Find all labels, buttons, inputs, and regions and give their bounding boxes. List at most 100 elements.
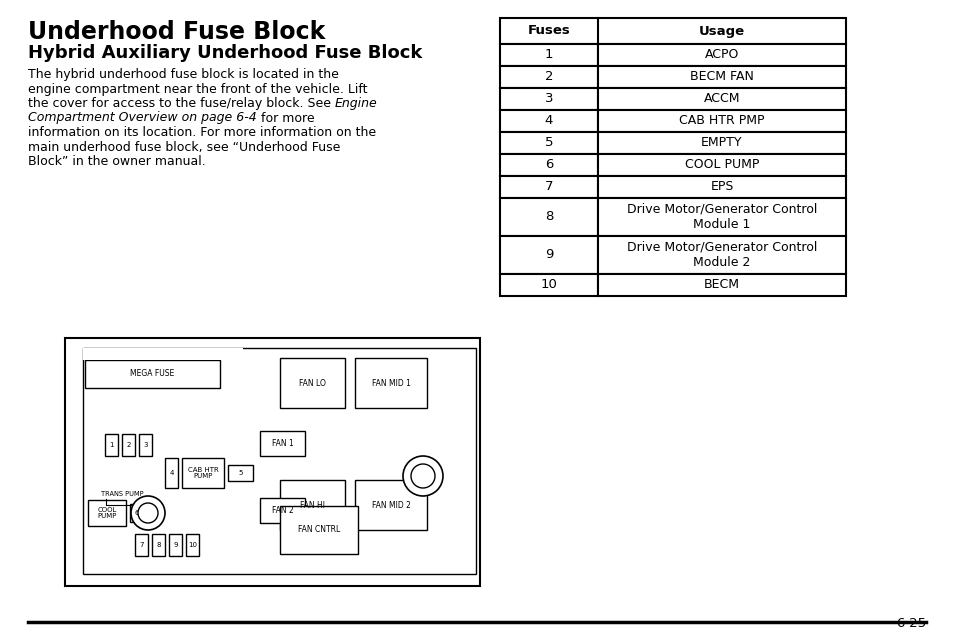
Text: FAN 1: FAN 1 xyxy=(272,439,294,448)
Text: The hybrid underhood fuse block is located in the: The hybrid underhood fuse block is locat… xyxy=(28,68,338,81)
Text: Engine: Engine xyxy=(335,97,377,110)
Bar xyxy=(499,132,598,154)
Bar xyxy=(598,176,845,198)
Text: Drive Motor/Generator Control
Module 1: Drive Motor/Generator Control Module 1 xyxy=(626,203,817,231)
Text: 6-25: 6-25 xyxy=(895,617,925,630)
Text: BECM FAN: BECM FAN xyxy=(689,71,753,84)
Text: 2: 2 xyxy=(126,442,131,448)
Bar xyxy=(355,480,427,530)
Text: the cover for access to the fuse/relay block. See: the cover for access to the fuse/relay b… xyxy=(28,97,335,110)
Text: information on its location. For more information on the: information on its location. For more in… xyxy=(28,126,375,139)
Bar xyxy=(228,465,253,481)
Text: FAN 2: FAN 2 xyxy=(272,506,294,515)
Text: 1: 1 xyxy=(110,442,113,448)
Bar xyxy=(499,154,598,176)
Text: EMPTY: EMPTY xyxy=(700,137,742,149)
Bar xyxy=(280,480,345,530)
Text: COOL
PUMP: COOL PUMP xyxy=(97,507,116,519)
Text: 8: 8 xyxy=(544,211,553,223)
Bar xyxy=(122,434,135,456)
Bar xyxy=(260,498,305,523)
Bar xyxy=(280,506,357,554)
Text: ACPO: ACPO xyxy=(704,48,739,61)
Bar xyxy=(280,358,345,408)
Text: Usage: Usage xyxy=(699,24,744,38)
Bar xyxy=(165,458,178,488)
Bar xyxy=(499,176,598,198)
Bar xyxy=(130,504,143,522)
Bar xyxy=(499,110,598,132)
Text: main underhood fuse block, see “Underhood Fuse: main underhood fuse block, see “Underhoo… xyxy=(28,140,340,154)
Bar xyxy=(598,154,845,176)
Text: CAB HTR PMP: CAB HTR PMP xyxy=(679,114,764,128)
Bar xyxy=(499,66,598,88)
Text: FAN MID 1: FAN MID 1 xyxy=(371,378,410,387)
Bar xyxy=(499,18,845,44)
Bar xyxy=(83,348,476,574)
Text: 7: 7 xyxy=(544,181,553,193)
Bar xyxy=(598,44,845,66)
Text: 2: 2 xyxy=(544,71,553,84)
Text: engine compartment near the front of the vehicle. Lift: engine compartment near the front of the… xyxy=(28,82,367,96)
Text: 3: 3 xyxy=(544,93,553,105)
Text: Hybrid Auxiliary Underhood Fuse Block: Hybrid Auxiliary Underhood Fuse Block xyxy=(28,44,422,62)
Bar xyxy=(598,66,845,88)
Text: 6: 6 xyxy=(544,158,553,172)
Text: Drive Motor/Generator Control
Module 2: Drive Motor/Generator Control Module 2 xyxy=(626,241,817,269)
Bar xyxy=(139,434,152,456)
Bar xyxy=(169,534,182,556)
Bar xyxy=(499,44,598,66)
Bar xyxy=(499,88,598,110)
Bar xyxy=(499,198,598,236)
Bar xyxy=(598,132,845,154)
Text: 10: 10 xyxy=(188,542,196,548)
Text: 1: 1 xyxy=(544,48,553,61)
Text: MEGA FUSE: MEGA FUSE xyxy=(131,369,174,378)
Bar xyxy=(88,500,126,526)
Text: EPS: EPS xyxy=(710,181,733,193)
Text: 9: 9 xyxy=(544,248,553,262)
Text: for more: for more xyxy=(256,112,314,124)
Text: ACCM: ACCM xyxy=(703,93,740,105)
Text: FAN LO: FAN LO xyxy=(298,378,326,387)
Text: 8: 8 xyxy=(156,542,161,548)
Text: Underhood Fuse Block: Underhood Fuse Block xyxy=(28,20,325,44)
Text: TRANS PUMP: TRANS PUMP xyxy=(101,491,144,497)
Bar xyxy=(598,274,845,296)
Bar xyxy=(65,338,479,586)
Bar xyxy=(83,348,243,360)
Text: CAB HTR
PUMP: CAB HTR PUMP xyxy=(188,466,218,480)
Bar xyxy=(598,198,845,236)
Text: 4: 4 xyxy=(169,470,173,476)
Text: 3: 3 xyxy=(143,442,148,448)
Text: 9: 9 xyxy=(173,542,177,548)
Text: 7: 7 xyxy=(139,542,144,548)
Bar xyxy=(105,434,118,456)
Text: BECM: BECM xyxy=(703,279,740,292)
Circle shape xyxy=(402,456,442,496)
Text: 4: 4 xyxy=(544,114,553,128)
Text: 5: 5 xyxy=(544,137,553,149)
Circle shape xyxy=(138,503,158,523)
Bar xyxy=(260,431,305,456)
Text: 5: 5 xyxy=(238,470,242,476)
Text: FAN MID 2: FAN MID 2 xyxy=(371,500,410,510)
Circle shape xyxy=(411,464,435,488)
Text: COOL PUMP: COOL PUMP xyxy=(684,158,759,172)
Text: 10: 10 xyxy=(540,279,557,292)
Bar xyxy=(598,88,845,110)
Text: Compartment Overview on page 6-4: Compartment Overview on page 6-4 xyxy=(28,112,256,124)
Bar xyxy=(135,534,148,556)
Text: Fuses: Fuses xyxy=(527,24,570,38)
Bar xyxy=(598,110,845,132)
Bar xyxy=(182,458,224,488)
Bar xyxy=(598,236,845,274)
Text: FAN CNTRL: FAN CNTRL xyxy=(297,526,340,535)
Bar xyxy=(85,360,220,388)
Bar xyxy=(499,236,598,274)
Circle shape xyxy=(131,496,165,530)
Bar xyxy=(186,534,199,556)
Text: Block” in the owner manual.: Block” in the owner manual. xyxy=(28,155,206,168)
Bar xyxy=(355,358,427,408)
Bar xyxy=(152,534,165,556)
